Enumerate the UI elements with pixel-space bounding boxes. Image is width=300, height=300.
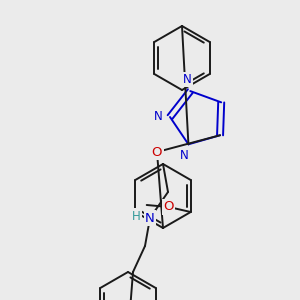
Text: N: N (183, 73, 191, 86)
Text: N: N (145, 212, 155, 224)
Text: O: O (164, 200, 174, 214)
Text: H: H (132, 209, 140, 223)
Text: N: N (180, 149, 189, 162)
Text: O: O (152, 146, 162, 158)
Text: N: N (154, 110, 162, 123)
